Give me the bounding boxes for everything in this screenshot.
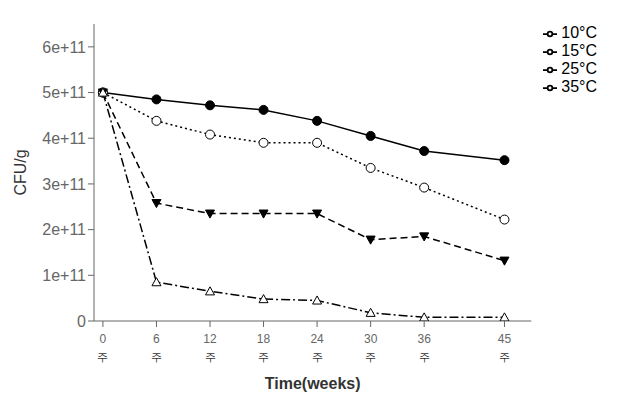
svg-text:6e+11: 6e+11	[42, 39, 86, 56]
svg-text:5e+11: 5e+11	[42, 84, 86, 101]
svg-text:0: 0	[77, 313, 86, 330]
svg-text:30: 30	[364, 332, 378, 346]
html-text:35°C: 35°C	[561, 78, 597, 95]
html-text:10°C: 10°C	[561, 24, 597, 41]
svg-text:24: 24	[310, 332, 324, 346]
svg-text:CFU/g: CFU/g	[12, 149, 29, 195]
svg-text:3e+11: 3e+11	[42, 176, 86, 193]
svg-text:주: 주	[419, 351, 430, 364]
svg-text:주: 주	[258, 351, 269, 364]
svg-text:주: 주	[151, 351, 162, 364]
html-text:15°C: 15°C	[561, 42, 597, 59]
html-text:25°C: 25°C	[561, 60, 597, 77]
svg-text:6: 6	[153, 332, 160, 346]
svg-text:0: 0	[100, 332, 107, 346]
svg-text:주: 주	[97, 351, 108, 364]
svg-text:주: 주	[365, 351, 376, 364]
svg-text:2e+11: 2e+11	[42, 221, 86, 238]
svg-text:4e+11: 4e+11	[42, 130, 86, 147]
svg-text:주: 주	[312, 351, 323, 364]
svg-text:1e+11: 1e+11	[42, 267, 86, 284]
svg-text:36: 36	[417, 332, 431, 346]
svg-text:45: 45	[498, 332, 512, 346]
svg-text:12: 12	[203, 332, 217, 346]
svg-text:주: 주	[499, 351, 510, 364]
svg-text:주: 주	[205, 351, 216, 364]
svg-text:Time(weeks): Time(weeks)	[265, 375, 361, 392]
svg-text:18: 18	[257, 332, 271, 346]
